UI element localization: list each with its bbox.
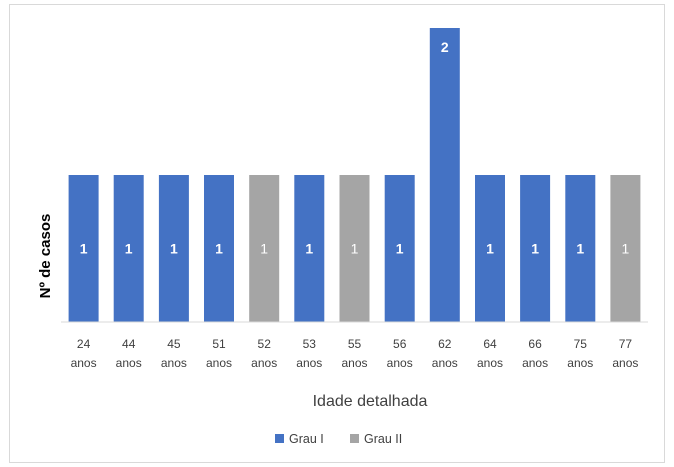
x-tick-label-51: 51 [212,337,226,351]
legend-label-grau-ii: Grau II [364,432,402,446]
x-tick-unit-24: anos [71,356,97,370]
legend-label-grau-i: Grau I [289,432,324,446]
x-tick-label-62: 62 [438,337,452,351]
data-label-77: 1 [622,241,630,257]
legend-swatch-grau-ii [350,434,359,443]
bar-45 [158,175,189,322]
x-tick-unit-44: anos [116,356,142,370]
x-tick-unit-53: anos [296,356,322,370]
data-label-44: 1 [125,241,133,257]
data-label-24: 1 [80,241,88,257]
x-tick-unit-45: anos [161,356,187,370]
x-tick-label-44: 44 [122,337,136,351]
x-tick-unit-56: anos [387,356,413,370]
x-tick-label-24: 24 [77,337,91,351]
x-tick-unit-77: anos [612,356,638,370]
data-label-52: 1 [260,241,268,257]
x-tick-unit-52: anos [251,356,277,370]
bar-44 [113,175,144,322]
bar-56 [384,175,415,322]
bar-55 [339,175,370,322]
bar-53 [294,175,325,322]
data-label-53: 1 [305,241,313,257]
data-label-66: 1 [531,241,539,257]
data-label-51: 1 [215,241,223,257]
y-axis-title: Nº de casos [37,214,54,299]
x-tick-unit-64: anos [477,356,503,370]
x-tick-label-56: 56 [393,337,407,351]
bar-77 [610,175,641,322]
data-label-45: 1 [170,241,178,257]
x-tick-unit-55: anos [341,356,367,370]
bar-66 [520,175,551,322]
x-tick-label-55: 55 [348,337,362,351]
x-tick-label-52: 52 [258,337,272,351]
x-tick-label-45: 45 [167,337,181,351]
x-tick-label-53: 53 [303,337,317,351]
data-label-55: 1 [351,241,359,257]
bars-layer [68,28,641,322]
x-tick-unit-62: anos [432,356,458,370]
bar-75 [565,175,596,322]
x-axis-title: Idade detalhada [313,393,428,410]
data-label-75: 1 [576,241,584,257]
x-tick-unit-51: anos [206,356,232,370]
x-tick-label-75: 75 [574,337,588,351]
bar-labels-layer: 1 1 1 1 1 1 1 1 2 1 1 1 1 [80,39,630,257]
bar-24 [68,175,99,322]
data-label-62: 2 [441,39,449,55]
x-tick-unit-75: anos [567,356,593,370]
legend-swatch-grau-i [275,434,284,443]
bar-64 [475,175,505,322]
x-tick-label-77: 77 [619,337,633,351]
x-tick-labels-layer: 24 anos 44 anos 45 anos 51 anos 52 anos 53 anos 55 an… [71,337,639,370]
bar-62 [429,28,460,322]
bar-52 [249,175,280,322]
data-label-56: 1 [396,241,404,257]
data-label-64: 1 [486,241,494,257]
x-tick-label-64: 64 [483,337,497,351]
x-tick-label-66: 66 [528,337,542,351]
legend: Grau I Grau II [275,432,402,446]
x-tick-unit-66: anos [522,356,548,370]
bar-51 [204,175,234,322]
